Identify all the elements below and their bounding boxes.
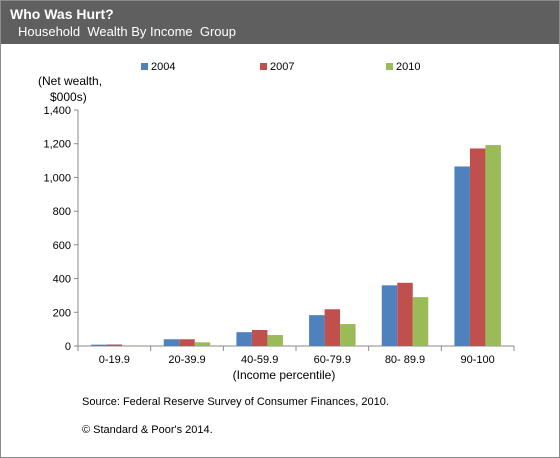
y-axis-label-line1: (Net wealth, <box>38 74 103 88</box>
y-tick-label: 600 <box>53 240 71 252</box>
bar-2010 <box>267 335 283 346</box>
bar-2010 <box>412 297 429 346</box>
chart-title: Who Was Hurt? <box>10 6 114 22</box>
bar-2004 <box>163 339 180 346</box>
bar-2010 <box>122 345 138 346</box>
x-tick-label: 0-19.9 <box>99 354 130 366</box>
y-axis-label-line2: $000s) <box>50 90 87 104</box>
bar-2007 <box>106 344 123 346</box>
bar-2004 <box>381 285 398 346</box>
legend-label: 2010 <box>396 61 420 73</box>
y-tick-label: 800 <box>53 206 71 218</box>
bar-2004 <box>91 344 107 346</box>
legend-swatch-2010 <box>386 63 393 70</box>
header-bar: Who Was Hurt? Household Wealth By Income… <box>1 1 559 44</box>
x-tick-label: 40-59.9 <box>241 354 278 366</box>
bar-2004 <box>454 166 470 346</box>
y-tick-label: 400 <box>53 274 71 286</box>
source-note: Source: Federal Reserve Survey of Consum… <box>82 396 389 408</box>
legend-label: 2007 <box>270 61 294 73</box>
x-tick-label: 20-39.9 <box>168 354 205 366</box>
bar-2004 <box>309 315 325 346</box>
bar-2010 <box>485 145 501 346</box>
bar-2007 <box>469 148 486 346</box>
y-tick-label: 1,200 <box>43 139 71 151</box>
y-tick-label: 0 <box>65 341 71 353</box>
bar-2004 <box>236 332 252 346</box>
y-tick-label: 1,400 <box>43 105 71 117</box>
bar-2007 <box>324 309 341 346</box>
legend-swatch-2004 <box>141 63 148 70</box>
bar-2010 <box>194 342 211 346</box>
x-axis-label: (Income percentile) <box>233 368 336 382</box>
x-tick-label: 90-100 <box>461 354 495 366</box>
legend-swatch-2007 <box>260 63 267 70</box>
bar-2007 <box>397 282 413 346</box>
bar-2007 <box>179 339 195 346</box>
copyright-note: © Standard & Poor's 2014. <box>82 424 213 436</box>
bar-2007 <box>251 329 268 346</box>
x-tick-label: 80- 89.9 <box>385 354 425 366</box>
bar-2010 <box>340 324 356 346</box>
y-tick-label: 1,000 <box>43 172 71 184</box>
chart-subtitle: Household Wealth By Income Group <box>18 24 236 39</box>
y-tick-label: 200 <box>53 307 71 319</box>
legend-label: 2004 <box>151 61 175 73</box>
x-tick-label: 60-79.9 <box>314 354 351 366</box>
y-axis-label: (Net wealth, $000s) <box>38 73 102 105</box>
